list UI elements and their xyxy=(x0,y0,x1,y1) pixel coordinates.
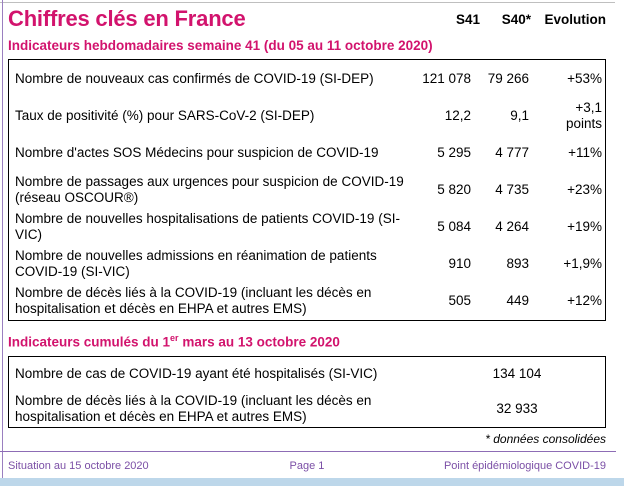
s40-value: 9,1 xyxy=(510,107,529,123)
cumulative-section-heading: Indicateurs cumulés du 1er mars au 13 oc… xyxy=(8,333,606,350)
evolution-value: +19% xyxy=(567,219,602,235)
footer-document-name: Point épidémiologique COVID-19 xyxy=(443,459,606,472)
s41-value: 910 xyxy=(448,256,471,272)
evolution-value: +12% xyxy=(567,293,602,309)
column-header-s40: S40* xyxy=(501,11,531,27)
s40-value: 449 xyxy=(506,293,529,309)
page-header: Chiffres clés en France S41 S40* Evoluti… xyxy=(8,5,606,33)
table-row: Nombre de cas de COVID-19 ayant été hosp… xyxy=(9,357,605,392)
column-header-s41: S41 xyxy=(455,11,480,27)
footer-page-number: Page 1 xyxy=(289,459,325,472)
s41-value: 5 295 xyxy=(437,144,471,160)
table-row: Nombre d'actes SOS Médecins pour suspici… xyxy=(9,134,605,171)
table-row: Nombre de passages aux urgences pour sus… xyxy=(9,171,605,208)
s41-value: 12,2 xyxy=(444,107,471,123)
page-bottom-band xyxy=(0,478,624,486)
s41-value: 505 xyxy=(448,293,471,309)
weekly-section-heading: Indicateurs hebdomadaires semaine 41 (du… xyxy=(8,38,433,53)
page-footer: Situation au 15 octobre 2020 Page 1 Poin… xyxy=(8,452,606,472)
s41-value: 121 078 xyxy=(422,70,471,86)
s41-value: 5 084 xyxy=(437,219,471,235)
table-row: Nombre de nouveaux cas confirmés de COVI… xyxy=(9,60,605,97)
table-row: Nombre de nouvelles hospitalisations de … xyxy=(9,209,605,246)
s40-value: 4 735 xyxy=(495,181,529,197)
cumulative-heading-superscript: er xyxy=(170,333,179,343)
s40-value: 79 266 xyxy=(487,70,529,86)
indicator-label: Nombre de décès liés à la COVID-19 (incl… xyxy=(15,285,372,317)
table-row: Taux de positivité (%) pour SARS-CoV-2 (… xyxy=(9,97,605,134)
table-row: Nombre de nouvelles admissions en réanim… xyxy=(9,246,605,283)
page-top-border xyxy=(0,2,615,3)
consolidated-data-footnote: * données consolidées xyxy=(485,431,606,446)
s40-value: 4 264 xyxy=(495,219,529,235)
table-row: Nombre de décès liés à la COVID-19 (incl… xyxy=(9,283,605,320)
s40-value: 893 xyxy=(506,256,529,272)
evolution-value: +53% xyxy=(567,70,602,86)
indicator-label: Nombre de nouvelles hospitalisations de … xyxy=(15,211,400,243)
cumulative-value: 32 933 xyxy=(496,401,538,416)
indicator-label: Taux de positivité (%) pour SARS-CoV-2 (… xyxy=(15,107,315,123)
page-title: Chiffres clés en France xyxy=(8,6,246,31)
page-content: Chiffres clés en France S41 S40* Evoluti… xyxy=(0,5,616,472)
column-header-evolution: Evolution xyxy=(544,11,607,27)
cumulative-value: 134 104 xyxy=(492,366,542,381)
cumulative-heading-prefix: Indicateurs cumulés du 1 xyxy=(8,334,171,350)
indicator-label: Nombre de cas de COVID-19 ayant été hosp… xyxy=(15,366,378,381)
indicator-label: Nombre d'actes SOS Médecins pour suspici… xyxy=(15,144,379,160)
cumulative-heading-suffix: mars au 13 octobre 2020 xyxy=(178,334,340,350)
evolution-value: +3,1 points xyxy=(565,99,602,131)
evolution-value: +23% xyxy=(567,181,602,197)
footer-divider xyxy=(0,450,616,452)
evolution-value: +11% xyxy=(568,144,602,160)
evolution-value: +1,9% xyxy=(563,256,602,272)
footer-situation-date: Situation au 15 octobre 2020 xyxy=(8,459,149,472)
s41-value: 5 820 xyxy=(437,181,471,197)
weekly-indicators-table: Nombre de nouveaux cas confirmés de COVI… xyxy=(8,59,606,321)
indicator-label: Nombre de nouveaux cas confirmés de COVI… xyxy=(15,70,374,86)
s40-value: 4 777 xyxy=(495,144,529,160)
indicator-label: Nombre de nouvelles admissions en réanim… xyxy=(15,248,377,280)
cumulative-indicators-table: Nombre de cas de COVID-19 ayant été hosp… xyxy=(8,355,606,428)
page-left-border xyxy=(2,0,3,478)
indicator-label: Nombre de passages aux urgences pour sus… xyxy=(15,173,404,205)
table-row: Nombre de décès liés à la COVID-19 (incl… xyxy=(9,392,605,427)
indicator-label: Nombre de décès liés à la COVID-19 (incl… xyxy=(15,393,372,424)
